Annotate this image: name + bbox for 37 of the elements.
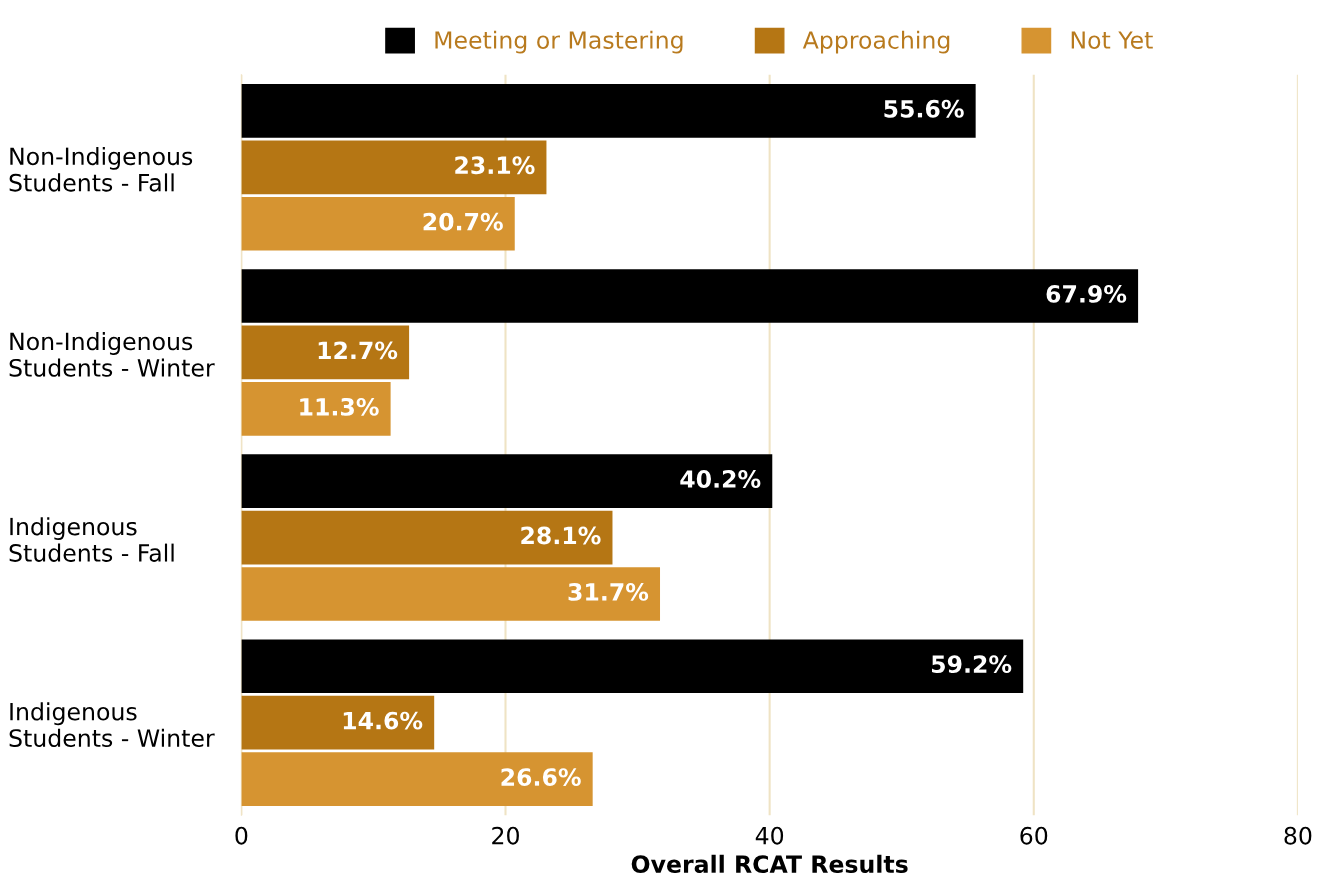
data-label: 55.6% — [884, 99, 964, 118]
bar — [241, 510, 613, 565]
bar — [241, 639, 1024, 694]
data-label: 31.7% — [568, 583, 649, 601]
bar — [241, 140, 547, 195]
bar — [241, 695, 435, 750]
bar — [241, 325, 410, 380]
x-tick-label: 60 — [1020, 826, 1048, 845]
bar — [241, 752, 593, 806]
y-tick-label: Non-Indigenous Students - Winter — [9, 332, 215, 377]
bar — [241, 196, 515, 251]
bar — [241, 269, 1139, 323]
bar — [241, 567, 661, 621]
bar — [241, 84, 976, 138]
data-label: 23.1% — [455, 156, 535, 175]
x-tick-label: 80 — [1284, 826, 1312, 845]
legend-label: Not Yet — [1071, 31, 1153, 49]
y-tick-label: Non-Indigenous Students - Fall — [9, 146, 193, 192]
legend-label: Meeting or Mastering — [435, 30, 683, 54]
data-label: 40.2% — [680, 470, 761, 488]
bar — [241, 382, 391, 436]
bar — [241, 454, 773, 508]
legend-label: Approaching — [802, 30, 950, 54]
data-label: 20.7% — [423, 212, 503, 231]
data-label: 28.1% — [521, 526, 601, 545]
data-label: 11.3% — [300, 397, 379, 416]
data-label: 67.9% — [1046, 284, 1127, 303]
data-label: 12.7% — [318, 341, 398, 360]
x-tick-label: 20 — [492, 826, 519, 845]
x-tick-label: 40 — [755, 826, 784, 845]
y-tick-label: Indigenous Students - Fall — [9, 517, 174, 562]
data-label: 59.2% — [932, 655, 1012, 674]
x-axis-title: Overall RCAT Results — [631, 854, 908, 874]
x-tick-label: 0 — [235, 826, 248, 845]
data-label: 26.6% — [501, 768, 581, 786]
y-tick-label: Indigenous Students - Winter — [9, 702, 215, 747]
data-label: 14.6% — [343, 711, 423, 730]
